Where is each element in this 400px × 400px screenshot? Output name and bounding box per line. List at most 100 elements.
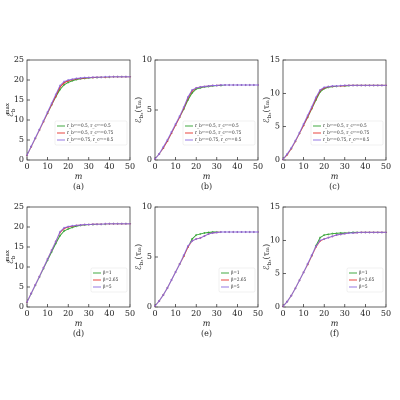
- marker: [63, 226, 66, 229]
- marker: [323, 86, 326, 89]
- marker: [257, 230, 260, 233]
- legend-label: β=2.65: [103, 277, 119, 282]
- x-axis-label: m: [331, 172, 339, 181]
- marker: [236, 230, 239, 233]
- marker: [162, 145, 165, 148]
- y-label-part: ℰ: [6, 259, 15, 264]
- x-tick-label: 10: [43, 309, 53, 318]
- marker: [166, 138, 169, 141]
- marker: [343, 232, 346, 235]
- x-tick-label: 40: [232, 309, 242, 318]
- marker: [343, 84, 346, 87]
- marker: [87, 76, 90, 79]
- marker: [327, 85, 330, 88]
- y-label-part: ℰ: [262, 118, 271, 123]
- x-tick-label: 0: [24, 309, 29, 318]
- marker: [319, 239, 322, 242]
- x-tick-label: 0: [24, 162, 29, 171]
- y-label-part: max: [5, 102, 11, 114]
- marker: [26, 301, 29, 304]
- y-label-part: (τₘ): [262, 244, 271, 260]
- marker: [91, 76, 94, 79]
- marker: [380, 231, 383, 234]
- legend-box: [54, 120, 128, 146]
- legend-label: β=5: [231, 284, 240, 289]
- marker: [195, 237, 198, 240]
- marker: [282, 158, 285, 161]
- axes-frame: [282, 206, 387, 308]
- marker: [327, 236, 330, 239]
- y-tick-label: 10: [142, 202, 152, 211]
- marker: [339, 84, 342, 87]
- marker: [310, 105, 313, 108]
- y-label-part: max: [5, 249, 11, 261]
- y-tick-label: 5: [275, 122, 280, 131]
- marker: [34, 136, 37, 139]
- marker: [104, 75, 107, 78]
- y-label-part: ℰ: [262, 265, 271, 270]
- marker: [128, 222, 131, 225]
- marker: [91, 223, 94, 226]
- marker: [372, 84, 375, 87]
- marker: [314, 245, 317, 248]
- legend-label: r_b⁽⁰⁾=0.5, r_c⁽⁰⁾=0.75: [323, 130, 370, 135]
- y-tick-label: 10: [14, 262, 24, 271]
- legend-label: β=5: [359, 284, 368, 289]
- marker: [96, 223, 99, 226]
- x-tick-label: 0: [280, 309, 285, 318]
- marker: [38, 128, 41, 131]
- marker: [290, 146, 293, 149]
- marker: [294, 139, 297, 142]
- marker: [104, 222, 107, 225]
- x-tick-label: 30: [212, 309, 222, 318]
- marker: [34, 284, 37, 287]
- y-axis-label: ℰb₃(τₘ): [262, 244, 273, 270]
- x-tick-label: 0: [152, 162, 157, 171]
- x-tick-label: 40: [104, 162, 114, 171]
- x-tick-label: 30: [84, 162, 94, 171]
- x-tick-label: 50: [125, 162, 135, 171]
- legend-box: [182, 120, 256, 146]
- marker: [331, 84, 334, 87]
- x-tick-label: 50: [253, 309, 263, 318]
- marker: [170, 130, 173, 133]
- marker: [30, 145, 33, 148]
- marker: [108, 222, 111, 225]
- y-tick-label: 15: [14, 95, 24, 104]
- marker: [298, 279, 301, 282]
- marker: [228, 83, 231, 86]
- axes-frame: [26, 206, 131, 308]
- marker: [347, 84, 350, 87]
- x-tick-label: 20: [63, 162, 73, 171]
- y-label-part: ℰ: [134, 118, 143, 123]
- marker: [158, 300, 161, 303]
- y-tick-label: 15: [270, 55, 280, 64]
- y-label-part: b₂: [139, 113, 145, 119]
- marker: [38, 275, 41, 278]
- panel: 0 10 20 30 40 50 0 5 10 15 20 25 m(a) ℰbmax r_b⁽⁰⁾=0.5…: [5, 55, 136, 191]
- marker: [162, 294, 165, 297]
- y-tick-label: 10: [142, 55, 152, 64]
- marker: [83, 223, 86, 226]
- marker: [314, 96, 317, 99]
- marker: [191, 237, 194, 240]
- y-tick-label: 0: [147, 155, 152, 164]
- marker: [339, 231, 342, 234]
- marker: [323, 237, 326, 240]
- marker: [228, 230, 231, 233]
- y-label-part: b₃: [267, 260, 273, 266]
- marker: [207, 84, 210, 87]
- y-axis-label: ℰbmax: [5, 249, 17, 264]
- marker: [199, 236, 202, 239]
- marker: [124, 222, 127, 225]
- marker: [232, 230, 235, 233]
- legend-label: β=2.65: [231, 277, 247, 282]
- y-label-part: ℰ: [134, 265, 143, 270]
- x-tick-label: 20: [319, 309, 329, 318]
- x-tick-label: 0: [280, 162, 285, 171]
- legend-label: β=1: [103, 270, 112, 275]
- marker: [108, 75, 111, 78]
- marker: [46, 110, 49, 113]
- y-axis-label: ℰb₂(τₘ): [262, 97, 273, 123]
